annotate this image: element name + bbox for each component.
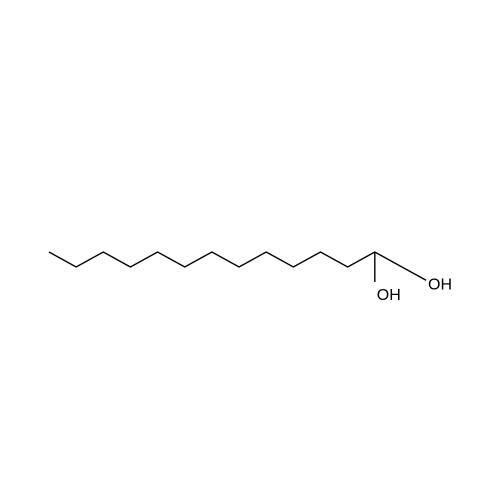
- carbon-chain: [49, 252, 402, 267]
- chemical-structure-diagram: OH OH: [0, 0, 500, 500]
- oh-bond-2: [402, 267, 426, 280]
- oh-label-2: OH: [428, 277, 452, 294]
- oh-label-1: OH: [377, 287, 401, 304]
